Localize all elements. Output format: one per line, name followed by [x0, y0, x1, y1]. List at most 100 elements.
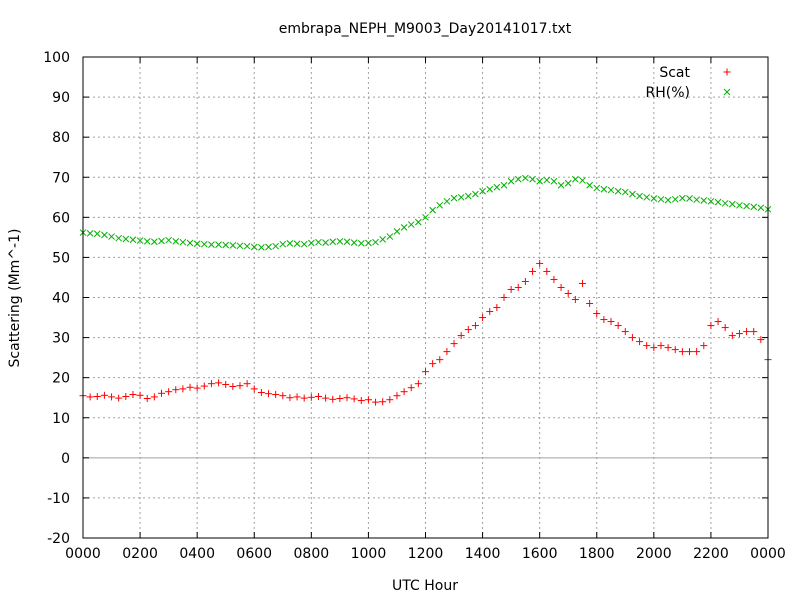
x-tick-label: 1800 — [579, 546, 615, 562]
legend-marker-scat — [723, 68, 731, 76]
data-point-scat — [714, 318, 722, 326]
data-point-scat — [757, 336, 765, 344]
data-point-scat — [507, 285, 515, 293]
data-point-rh — [215, 241, 222, 248]
data-point-scat — [300, 394, 308, 402]
data-point-rh — [457, 193, 465, 201]
data-point-scat — [457, 332, 465, 340]
data-point-scat — [743, 328, 751, 336]
data-point-rh — [115, 234, 123, 242]
data-point-scat — [272, 391, 280, 399]
data-point-scat — [243, 380, 251, 388]
data-point-scat — [250, 385, 258, 393]
x-tick-label: 2000 — [636, 546, 672, 562]
data-point-scat — [728, 332, 736, 340]
data-point-scat — [343, 394, 351, 402]
legend-label-scat: Scat — [659, 65, 690, 81]
data-point-scat — [279, 392, 287, 400]
data-point-scat — [236, 382, 244, 390]
data-point-scat — [100, 391, 108, 399]
data-point-rh — [315, 238, 322, 246]
data-point-scat — [172, 386, 180, 394]
y-tick-label: 50 — [52, 250, 70, 266]
data-point-rh — [650, 195, 658, 202]
data-point-rh — [536, 177, 544, 185]
data-point-scat — [86, 393, 94, 401]
data-point-scat — [414, 380, 422, 388]
data-point-scat — [643, 342, 651, 350]
data-point-scat — [122, 393, 130, 401]
y-tick-label: 60 — [52, 210, 70, 226]
data-point-rh — [486, 185, 494, 193]
legend-symbol-rh — [723, 88, 731, 96]
data-point-scat — [686, 348, 694, 356]
data-point-scat — [600, 316, 608, 324]
data-point-scat — [486, 308, 494, 316]
data-point-scat — [693, 348, 701, 356]
data-point-scat — [678, 348, 686, 356]
data-point-scat — [621, 328, 629, 336]
data-point-rh — [493, 183, 501, 191]
data-point-scat — [464, 326, 472, 334]
x-tick-label: 1400 — [465, 546, 501, 562]
data-point-rh — [307, 239, 315, 247]
data-point-rh — [679, 194, 686, 202]
data-point-scat — [750, 328, 758, 336]
data-point-rh — [179, 238, 187, 246]
data-point-scat — [207, 380, 215, 388]
data-point-rh — [443, 197, 451, 205]
data-point-scat — [222, 380, 230, 388]
data-point-scat — [578, 279, 586, 287]
data-point-scat — [400, 388, 408, 396]
data-point-rh — [243, 242, 251, 250]
data-point-rh — [664, 196, 672, 204]
data-point-rh — [400, 224, 408, 231]
data-point-rh — [143, 238, 151, 245]
data-point-rh — [693, 196, 700, 204]
x-tick-label: 1000 — [351, 546, 387, 562]
data-point-rh — [500, 181, 508, 189]
data-point-rh — [479, 187, 486, 195]
data-point-rh — [250, 243, 258, 251]
data-point-scat — [450, 340, 458, 348]
data-point-scat — [314, 393, 322, 401]
data-point-scat — [664, 344, 672, 352]
data-point-scat — [322, 394, 330, 402]
data-point-scat — [407, 384, 415, 392]
data-point-rh — [386, 233, 394, 240]
data-point-scat — [614, 322, 622, 330]
data-point-rh — [557, 181, 565, 189]
data-point-scat — [143, 395, 151, 403]
data-point-scat — [628, 334, 636, 342]
data-point-rh — [614, 187, 622, 195]
data-point-scat — [229, 382, 237, 390]
data-point-scat — [364, 396, 372, 404]
y-tick-labels: -20 -10 0 10 20 30 40 50 60 70 80 90 100 — [43, 50, 70, 547]
data-point-rh — [229, 242, 237, 249]
y-tick-label: 40 — [52, 291, 70, 307]
data-point-rh — [350, 239, 358, 246]
data-point-rh — [700, 197, 708, 204]
y-axis-title: Scattering (Mm^-1) — [7, 229, 23, 368]
data-point-rh — [108, 233, 115, 240]
x-tick-labels: 0000 0200 0400 0600 0800 1000 1200 1400 1600 1800… — [65, 546, 786, 562]
data-point-scat — [393, 392, 401, 400]
data-point-scat — [657, 342, 665, 350]
data-point-rh — [407, 221, 415, 228]
data-point-rh — [472, 190, 479, 198]
data-point-rh — [750, 203, 758, 211]
data-point-rh — [193, 240, 201, 248]
data-point-scat — [257, 388, 265, 396]
data-point-rh — [743, 202, 750, 210]
data-point-rh — [586, 181, 593, 189]
data-point-scat — [471, 322, 479, 330]
y-tick-label: 80 — [52, 130, 70, 146]
data-point-rh — [258, 244, 265, 251]
y-tick-label: 20 — [52, 371, 70, 387]
data-point-rh — [415, 218, 422, 226]
data-point-rh — [129, 236, 137, 244]
data-point-rh — [550, 177, 558, 185]
data-point-rh — [607, 186, 615, 194]
data-point-rh — [757, 204, 765, 212]
x-tick-label: 1600 — [522, 546, 558, 562]
